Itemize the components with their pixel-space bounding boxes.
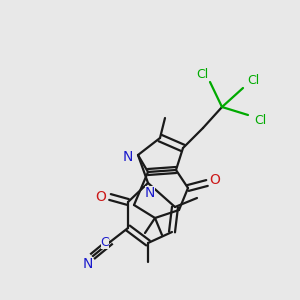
Text: Cl: Cl	[196, 68, 208, 80]
Text: Cl: Cl	[254, 113, 266, 127]
Text: O: O	[96, 190, 106, 204]
Text: N: N	[145, 186, 155, 200]
Text: N: N	[83, 257, 93, 271]
Text: O: O	[210, 173, 220, 187]
Text: N: N	[123, 150, 133, 164]
Text: Cl: Cl	[247, 74, 259, 86]
Text: C: C	[100, 236, 109, 248]
